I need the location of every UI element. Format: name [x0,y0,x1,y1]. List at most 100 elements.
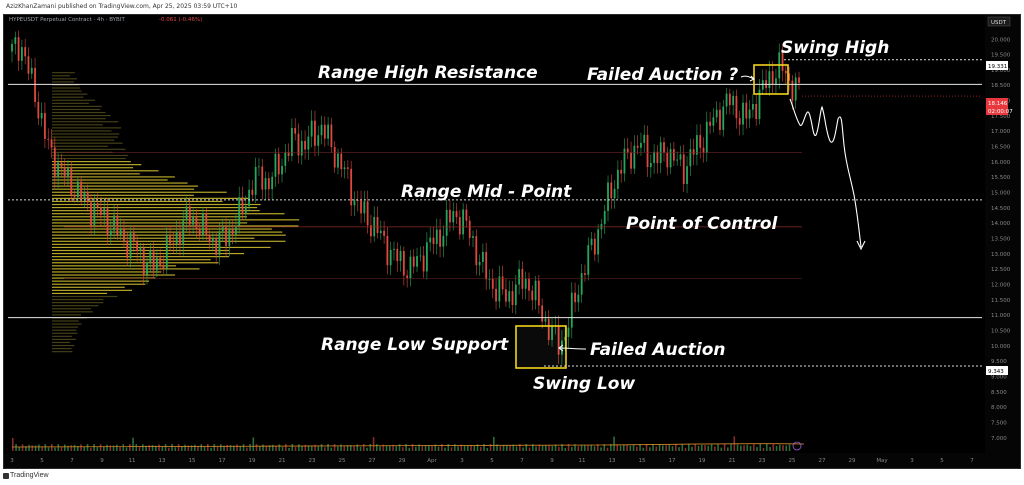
volume-profile-bar [52,108,101,111]
candle-body [689,149,692,167]
candle-body [244,206,247,214]
candle-body [80,181,83,200]
candle-body [198,229,201,235]
volume-bar [629,445,632,451]
volume-bar [658,444,661,451]
volume-bar [90,447,92,451]
volume-profile-bar [52,133,120,135]
candle-body [281,165,283,175]
volume-bar [515,446,518,451]
candle-body [70,167,73,196]
candle-body [692,149,695,155]
volume-profile-bar [52,130,112,132]
candle-body [491,278,494,289]
candle-body [755,103,758,120]
volume-bar [174,447,177,451]
volume-profile-bar [52,148,126,150]
volume-bar [522,447,524,451]
volume-bar [41,446,43,451]
candle-body [287,152,290,156]
price-chart[interactable]: HYPEUSDT Perpetual Contract · 4h · BYBIT… [4,15,1020,468]
volume-profile-bar [52,225,299,227]
candle-body [109,230,112,236]
candle-body [235,225,237,235]
candle-body [445,209,448,236]
volume-profile-bar [52,289,133,291]
volume-profile-bar [52,329,77,331]
volume-bar [327,444,329,451]
publisher-bar: AzizKhanZamani published on TradingView.… [0,0,1024,14]
chart-panel[interactable]: HYPEUSDT Perpetual Contract · 4h · BYBIT… [3,14,1021,469]
candlestick-series [11,30,800,365]
candle-body [304,140,306,150]
price-tick-label: 19.500 [991,53,1011,59]
candle-body [732,95,735,106]
candle-body [152,249,155,271]
swing-low-box[interactable] [515,325,567,369]
candle-body [663,142,665,153]
time-tick-label: 19 [249,458,256,464]
volume-bar [197,446,199,451]
swing-low-label: Swing Low [533,374,635,394]
volume-bar [294,447,297,451]
volume-bar [314,444,316,451]
price-tick-label: 13.000 [991,252,1011,258]
volume-bar [402,447,404,451]
price-tick-label: 9.500 [991,359,1007,365]
candle-body [409,256,412,279]
publisher-line: AzizKhanZamani published on TradingView.… [6,3,238,10]
volume-profile-bar [52,228,272,230]
time-tick-label: 17 [219,458,226,464]
candle-body [73,195,76,198]
volume-bar [275,445,277,451]
candle-body [485,251,488,280]
volume-bar [389,445,391,451]
volume-bar [12,438,14,451]
time-tick-label: 17 [669,458,676,464]
candle-body [337,153,339,168]
failed-auction-bottom-arrowhead [558,344,564,352]
volume-profile-bar [52,292,108,295]
volume-bar [142,444,144,451]
volume-bar [177,444,180,451]
volume-profile-bar [52,96,84,98]
price-axis[interactable] [985,15,1020,468]
volume-bar [181,446,183,451]
failed-auction-bottom-arrow [558,347,587,350]
candle-body [557,325,560,355]
price-tick-label: 9.000 [991,374,1007,380]
volume-bar [21,444,24,451]
volume-profile-bar [52,203,261,206]
candle-body [317,135,320,146]
candle-body [531,290,534,301]
candle-body [172,243,175,245]
volume-profile-bar [52,115,111,117]
candle-body [468,220,471,238]
candle-body [406,275,409,279]
candle-body [610,182,613,199]
candle-body [44,113,46,139]
volume-bar [187,445,190,451]
volume-bar [697,445,700,451]
volume-profile-bar [52,305,99,307]
currency-badge[interactable] [987,16,1011,27]
volume-bar [369,444,372,451]
volume-bar [509,445,511,451]
volume-profile-bar [52,341,71,344]
volume-bar [652,444,654,451]
volume-bar [772,444,775,451]
candle-body [672,149,675,161]
candle-body [333,147,336,168]
event-marker-icon[interactable] [792,441,802,451]
volume-bar [753,444,755,451]
volume-profile-bar [52,84,80,86]
candle-body [50,139,53,148]
volume-bar [116,444,118,451]
time-axis[interactable] [4,453,985,468]
volume-bar [207,444,209,451]
price-tick-label: 14.000 [991,221,1011,227]
volume-bar [151,445,154,451]
volume-bar [307,445,310,451]
candle-body [376,216,379,234]
